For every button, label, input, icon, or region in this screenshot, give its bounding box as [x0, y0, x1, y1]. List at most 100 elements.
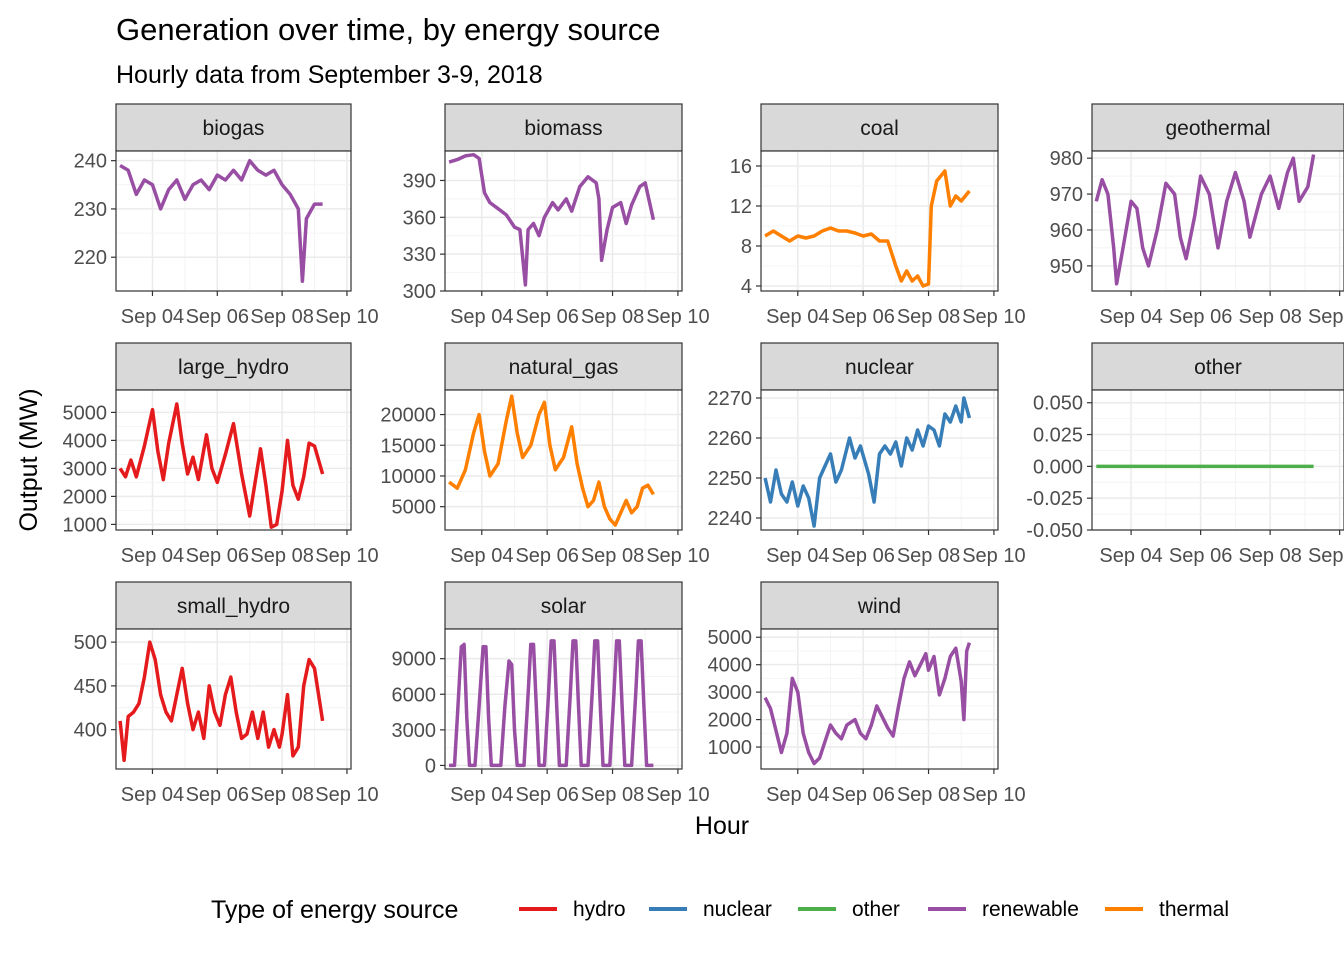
x-tick-label: Sep 06 — [1169, 545, 1232, 567]
x-tick-label: Sep 08 — [581, 545, 644, 567]
gridlines — [445, 151, 682, 292]
strip-background — [444, 581, 683, 630]
y-tick-label: 3000 — [392, 720, 437, 742]
x-tick-label: Sep 10 — [315, 545, 378, 567]
panel-border — [444, 389, 683, 531]
x-tick-label: Sep 08 — [1238, 545, 1301, 567]
x-tick-label: Sep 04 — [766, 545, 829, 567]
strip-background — [115, 103, 352, 152]
strip-label: geothermal — [1165, 117, 1270, 140]
panel-background — [116, 151, 351, 291]
x-tick-label: Sep 06 — [515, 545, 578, 567]
y-tick-label: 0 — [425, 755, 436, 777]
x-tick-label: Sep 08 — [250, 545, 313, 567]
gridlines — [445, 390, 682, 530]
y-tick-label: 2240 — [708, 508, 753, 530]
y-tick-label: 970 — [1050, 184, 1083, 206]
strip-background — [115, 581, 352, 630]
x-axis-title: Hour — [695, 812, 749, 840]
strip-label: large_hydro — [178, 356, 289, 379]
gridlines — [1092, 151, 1344, 291]
legend-item-renewable: renewable — [928, 898, 1079, 921]
x-tick-label: Sep 06 — [831, 306, 894, 328]
panel-geothermal: geothermal 950 960 970 980 Sep 04 Sep 06 Sep 08… — [1050, 103, 1344, 328]
x-tick-label: Sep 10 — [315, 306, 378, 328]
strip-background — [444, 103, 683, 152]
y-tick-label: 500 — [74, 632, 107, 654]
x-tick-label: Sep 04 — [450, 306, 513, 328]
panel-biomass: biomass 300 330 360 390 Sep 04 Sep 06 Sep 08 Sep… — [403, 103, 710, 328]
series-line-natural_gas — [448, 394, 655, 527]
panel-border — [760, 389, 999, 531]
series-line-large_hydro — [118, 402, 325, 529]
x-tick-label: Sep 04 — [766, 784, 829, 806]
y-tick-label: 10000 — [380, 466, 436, 488]
series-line-small_hydro — [118, 640, 325, 763]
x-tick-label: Sep 10 — [962, 306, 1025, 328]
x-tick-label: Sep 08 — [581, 784, 644, 806]
panel-coal: coal 4 8 12 16 Sep 04 Sep 06 Sep 08 Sep 10 — [730, 103, 1026, 328]
y-tick-label: 6000 — [392, 684, 437, 706]
chart-title: Generation over time, by energy source — [116, 12, 661, 47]
x-tick-label: Sep 06 — [186, 545, 249, 567]
x-tick-label: Sep 04 — [121, 545, 184, 567]
panel-border — [115, 628, 352, 770]
legend-label: thermal — [1159, 898, 1229, 921]
panel-border — [115, 150, 352, 292]
y-tick-label: 4 — [741, 276, 752, 298]
panel-background — [116, 390, 351, 530]
panel-biogas: biogas 220 230 240 Sep 04 Sep 06 Sep 08 Sep 10 — [74, 103, 379, 328]
series-line-coal — [764, 169, 971, 288]
panel-background — [445, 151, 682, 291]
x-tick-label: Sep 06 — [186, 306, 249, 328]
series-line-wind — [763, 642, 972, 766]
series-line-biogas — [119, 158, 323, 284]
panel-background — [761, 629, 998, 769]
panel-border — [444, 150, 683, 292]
gridlines — [1092, 390, 1344, 531]
y-tick-label: -0.025 — [1026, 488, 1083, 510]
legend-item-hydro: hydro — [519, 898, 626, 921]
y-tick-label: 12 — [730, 196, 752, 218]
y-tick-label: 980 — [1050, 148, 1083, 170]
y-tick-label: 300 — [403, 281, 436, 303]
y-tick-label: 5000 — [392, 497, 437, 519]
y-tick-label: 8 — [741, 236, 752, 258]
x-tick-label: Sep 08 — [581, 306, 644, 328]
y-tick-label: 390 — [403, 170, 436, 192]
strip-label: natural_gas — [509, 356, 619, 379]
x-tick-label: Sep 06 — [515, 306, 578, 328]
x-tick-label: Sep 10 — [315, 784, 378, 806]
legend-title: Type of energy source — [211, 896, 458, 924]
x-tick-label: Sep 08 — [1238, 306, 1301, 328]
panel-small_hydro: small_hydro 400 450 500 Sep 04 Sep 06 Sep 08 Se… — [74, 581, 379, 806]
y-tick-label: 2000 — [63, 486, 108, 508]
panel-border — [1091, 389, 1344, 531]
strip-label: small_hydro — [177, 595, 290, 618]
x-tick-label: Sep 04 — [450, 784, 513, 806]
panel-other: other -0.050 -0.025 0.000 0.025 0.050 Sep 04 Se… — [1026, 342, 1344, 567]
y-tick-label: 2250 — [708, 468, 753, 490]
strip-background — [115, 342, 352, 391]
legend-label: other — [852, 898, 900, 921]
panel-border — [444, 628, 683, 770]
series-line-solar — [449, 639, 654, 768]
y-tick-label: 960 — [1050, 220, 1083, 242]
x-tick-label: Sep 04 — [1099, 306, 1162, 328]
strip-label: nuclear — [845, 356, 914, 379]
x-tick-label: Sep 10 — [646, 784, 709, 806]
x-tick-label: Sep 06 — [831, 784, 894, 806]
panel-background — [1092, 151, 1344, 291]
x-tick-label: Sep 08 — [897, 784, 960, 806]
series-line-geothermal — [1094, 154, 1316, 286]
series-line-biomass — [448, 152, 656, 287]
strip-label: biogas — [203, 117, 265, 140]
strip-background — [1091, 103, 1344, 152]
legend-item-other: other — [798, 898, 900, 921]
panel-solar: solar 0 3000 6000 9000 Sep 04 Sep 06 Sep 08 Sep … — [392, 581, 710, 806]
legend-label: hydro — [573, 898, 626, 921]
y-tick-label: 5000 — [708, 627, 753, 649]
y-tick-label: 9000 — [392, 649, 437, 671]
y-tick-label: 400 — [74, 720, 107, 742]
strip-label: wind — [857, 595, 901, 618]
